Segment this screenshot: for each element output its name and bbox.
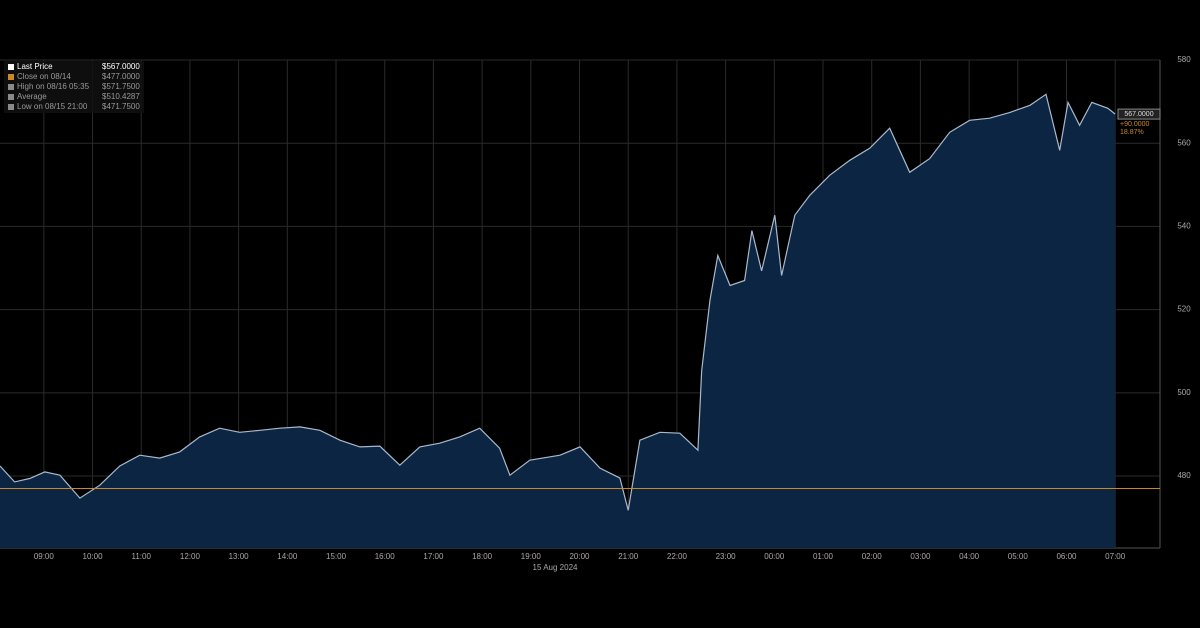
legend-swatch bbox=[8, 84, 14, 90]
x-tick-label: 21:00 bbox=[618, 552, 639, 561]
date-label: 15 Aug 2024 bbox=[533, 563, 578, 572]
legend-swatch bbox=[8, 104, 14, 110]
x-tick-label: 14:00 bbox=[277, 552, 298, 561]
y-tick-label: 480 bbox=[1177, 471, 1191, 480]
x-tick-label: 05:00 bbox=[1008, 552, 1029, 561]
x-tick-label: 00:00 bbox=[764, 552, 785, 561]
legend-label: Close on 08/14 bbox=[17, 72, 71, 81]
x-tick-label: 22:00 bbox=[667, 552, 688, 561]
legend-value: $567.0000 bbox=[102, 62, 140, 71]
x-tick-label: 13:00 bbox=[229, 552, 250, 561]
last-price-label: 567.0000 bbox=[1124, 111, 1153, 118]
legend-swatch bbox=[8, 64, 14, 70]
price-line bbox=[0, 93, 1116, 511]
last-price-box bbox=[1117, 108, 1161, 120]
x-tick-label: 02:00 bbox=[862, 552, 883, 561]
legend-label: Last Price bbox=[17, 62, 53, 71]
legend-label: High on 08/16 05:35 bbox=[17, 82, 90, 91]
y-tick-label: 500 bbox=[1177, 388, 1191, 397]
y-tick-label: 580 bbox=[1177, 55, 1191, 64]
y-tick-label: 560 bbox=[1177, 138, 1191, 147]
x-tick-label: 11:00 bbox=[132, 552, 152, 561]
x-tick-label: 12:00 bbox=[180, 552, 201, 561]
x-tick-label: 16:00 bbox=[375, 552, 396, 561]
x-tick-label: 01:00 bbox=[813, 552, 834, 561]
y-tick-label: 520 bbox=[1177, 305, 1191, 314]
legend-swatch bbox=[8, 74, 14, 80]
x-tick-label: 04:00 bbox=[959, 552, 980, 561]
x-tick-label: 07:00 bbox=[1105, 552, 1126, 561]
x-tick-label: 23:00 bbox=[716, 552, 737, 561]
x-tick-label: 18:00 bbox=[472, 552, 493, 561]
x-tick-label: 17:00 bbox=[423, 552, 444, 561]
legend-value: $471.7500 bbox=[102, 102, 140, 111]
legend-swatch bbox=[8, 94, 14, 100]
legend-value: $571.7500 bbox=[102, 82, 140, 91]
legend-box bbox=[4, 61, 144, 113]
x-tick-label: 06:00 bbox=[1056, 552, 1077, 561]
x-tick-label: 09:00 bbox=[34, 552, 55, 561]
y-tick-label: 540 bbox=[1177, 222, 1191, 231]
x-tick-label: 03:00 bbox=[910, 552, 931, 561]
x-tick-label: 15:00 bbox=[326, 552, 347, 561]
x-tick-label: 19:00 bbox=[521, 552, 542, 561]
change-pct-label: 18.87% bbox=[1120, 129, 1144, 136]
price-area bbox=[0, 94, 1116, 549]
x-tick-label: 20:00 bbox=[569, 552, 590, 561]
legend-label: Average bbox=[17, 92, 47, 101]
x-tick-label: 10:00 bbox=[83, 552, 104, 561]
change-label: +90.0000 bbox=[1120, 121, 1149, 128]
legend-value: $510.4287 bbox=[102, 92, 140, 101]
legend-value: $477.0000 bbox=[102, 72, 140, 81]
legend-label: Low on 08/15 21:00 bbox=[17, 102, 88, 111]
